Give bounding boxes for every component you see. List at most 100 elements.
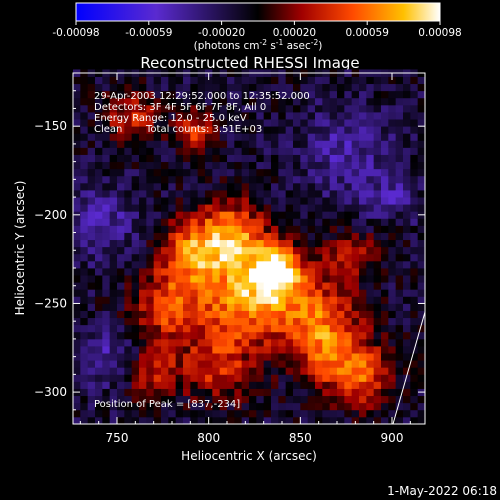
heatmap-cell [322, 112, 331, 120]
x-tick-label: 850 [289, 431, 312, 445]
heatmap-cell [219, 232, 228, 241]
heatmap-cell [197, 338, 206, 347]
heatmap-cell [329, 282, 338, 290]
heatmap-cell [117, 338, 125, 347]
heatmap-cell [117, 204, 125, 212]
heatmap-cell [241, 409, 250, 418]
heatmap-cell [417, 133, 426, 141]
heatmap-cell [219, 225, 228, 233]
heatmap-cell [249, 211, 257, 219]
heatmap-cell [139, 126, 147, 134]
heatmap-cell [241, 112, 250, 120]
heatmap-cell [212, 282, 221, 290]
heatmap-cell [234, 268, 243, 276]
heatmap-cell [359, 104, 367, 113]
heatmap-cell [337, 317, 345, 326]
heatmap-cell [109, 253, 118, 262]
heatmap-cell [293, 126, 301, 134]
heatmap-cell [322, 360, 331, 368]
heatmap-cell [80, 97, 89, 106]
heatmap-cell [131, 104, 140, 113]
heatmap-cell [315, 90, 323, 99]
heatmap-cell [307, 360, 316, 368]
heatmap-cell [329, 388, 338, 397]
heatmap-cell [212, 246, 221, 255]
heatmap-cell [359, 119, 367, 127]
heatmap-cell [373, 232, 382, 241]
heatmap-cell [139, 104, 147, 113]
heatmap-cell [131, 324, 140, 333]
heatmap-cell [219, 97, 228, 106]
heatmap-cell [307, 289, 316, 297]
heatmap-cell [241, 331, 250, 340]
heatmap-cell [278, 282, 287, 290]
heatmap-cell [124, 253, 133, 262]
heatmap-cell [410, 388, 419, 397]
heatmap-cell [219, 204, 228, 212]
heatmap-cell [373, 204, 382, 212]
heatmap-cell [87, 317, 96, 326]
heatmap-cell [146, 161, 155, 170]
heatmap-cell [183, 119, 191, 127]
heatmap-cell [234, 211, 243, 219]
colorbar-ticks: -0.00098 -0.00059 -0.00020 0.00020 0.00059 0.… [52, 21, 462, 39]
heatmap-cell [197, 119, 206, 127]
heatmap-cell [227, 182, 235, 191]
heatmap-cell [410, 90, 419, 99]
heatmap-cell [161, 190, 169, 198]
heatmap-cell [197, 374, 206, 382]
heatmap-cell [337, 168, 345, 177]
heatmap-cell [403, 126, 411, 134]
heatmap-cell [183, 140, 191, 148]
heatmap-cell [271, 190, 279, 198]
heatmap-cell [95, 97, 103, 106]
heatmap-cell [117, 154, 125, 163]
heatmap-cell [263, 409, 272, 418]
heatmap-cell [337, 126, 345, 134]
heatmap-cell [80, 104, 89, 113]
heatmap-cell [95, 360, 103, 368]
heatmap-cell [190, 331, 199, 340]
heatmap-cell [307, 409, 316, 418]
y-tick-label: −200 [34, 208, 67, 222]
heatmap-cell [146, 360, 155, 368]
heatmap-cell [315, 275, 323, 283]
heatmap-cell [190, 133, 199, 141]
heatmap-cell [168, 126, 177, 134]
heatmap-cell [124, 381, 133, 389]
heatmap-cell [373, 175, 382, 184]
heatmap-cell [256, 119, 265, 127]
heatmap-cell [175, 303, 184, 311]
heatmap-cell [381, 289, 389, 297]
heatmap-cell [124, 175, 133, 184]
heatmap-cell [337, 374, 345, 382]
heatmap-cell [263, 204, 272, 212]
heatmap-cell [395, 367, 404, 375]
heatmap-cell [153, 218, 162, 226]
heatmap-cell [80, 402, 89, 411]
heatmap-cell [263, 296, 272, 304]
heatmap-cell [307, 395, 316, 404]
heatmap-cell [337, 324, 345, 333]
heatmap-cell [417, 204, 426, 212]
heatmap-cell [183, 388, 191, 397]
heatmap-cell [395, 83, 404, 92]
heatmap-cell [388, 275, 397, 283]
heatmap-cell [322, 140, 331, 148]
heatmap-cell [256, 239, 265, 248]
heatmap-cell [300, 83, 309, 92]
heatmap-cell [263, 112, 272, 120]
heatmap-cell [109, 317, 118, 326]
heatmap-cell [212, 182, 221, 191]
heatmap-cell [417, 416, 426, 425]
heatmap-cell [205, 353, 213, 361]
heatmap-cell [351, 268, 360, 276]
heatmap-cell [285, 374, 294, 382]
heatmap-cell [417, 112, 426, 120]
heatmap-cell [168, 140, 177, 148]
heatmap-cell [403, 317, 411, 326]
heatmap-cell [271, 104, 279, 113]
heatmap-cell [263, 168, 272, 177]
heatmap-cell [337, 232, 345, 241]
heatmap-cell [234, 416, 243, 425]
